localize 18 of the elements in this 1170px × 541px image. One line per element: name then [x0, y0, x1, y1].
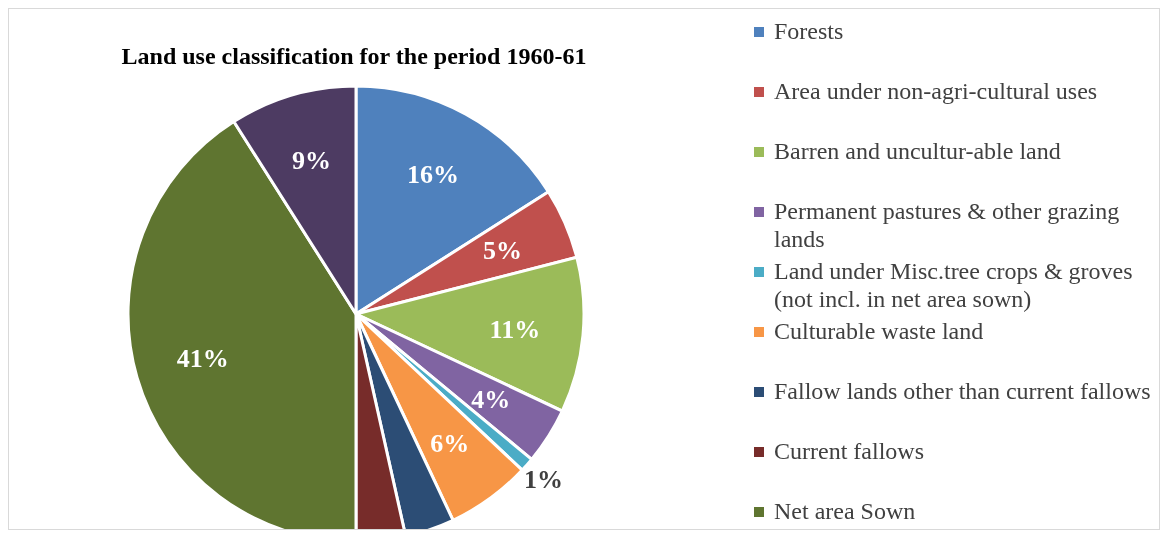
- legend-label: Net area Sown: [774, 497, 916, 525]
- text: Land use classification for the period 1960-61: [120, 43, 588, 70]
- legend-label: Current fallows: [774, 437, 924, 465]
- data-label: 41%: [176, 344, 229, 374]
- legend-label: Barren and uncultur-able land: [774, 137, 1061, 165]
- data-label: 9%: [291, 146, 331, 176]
- data-label: 11%: [489, 314, 541, 344]
- data-label: 1%: [524, 464, 564, 494]
- data-label: 16%: [406, 159, 459, 189]
- legend-label: Forests: [774, 17, 844, 45]
- legend-label: Culturable waste land: [774, 317, 984, 345]
- data-label: 6%: [430, 428, 470, 458]
- legend-label: Area under non-agri-cultural uses: [774, 77, 1098, 105]
- legend-label: Fallow lands other than current fallows: [774, 377, 1151, 405]
- data-label: 5%: [482, 236, 522, 266]
- legend-label: Land under Misc.tree crops & groves (not incl. in net area sown): [774, 257, 1134, 313]
- data-label: 4%: [471, 385, 511, 415]
- legend-label: Permanent pastures & other grazing lands: [774, 197, 1121, 253]
